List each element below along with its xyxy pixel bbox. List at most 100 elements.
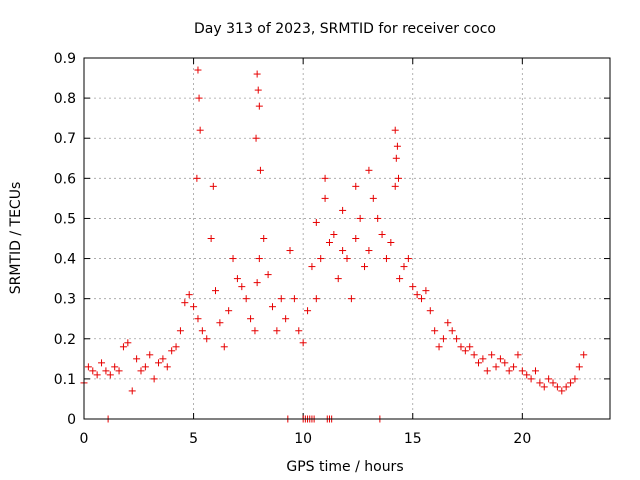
data-point xyxy=(115,367,123,375)
data-point xyxy=(209,182,217,190)
data-point xyxy=(89,367,97,375)
data-point xyxy=(382,255,390,263)
data-point xyxy=(253,70,261,78)
data-point xyxy=(391,182,399,190)
data-point xyxy=(172,343,180,351)
data-point xyxy=(146,351,154,359)
data-point xyxy=(304,307,312,315)
data-point xyxy=(106,371,114,379)
y-tick-label: 0 xyxy=(67,412,76,428)
y-tick-label: 0.6 xyxy=(54,171,76,187)
data-point xyxy=(195,94,203,102)
data-point xyxy=(435,343,443,351)
data-point xyxy=(422,287,430,295)
data-point xyxy=(299,339,307,347)
data-point xyxy=(216,319,224,327)
data-point xyxy=(518,367,526,375)
data-point xyxy=(194,66,202,74)
data-point xyxy=(356,214,364,222)
data-point xyxy=(203,335,211,343)
data-point xyxy=(470,351,478,359)
data-point xyxy=(247,315,255,323)
data-point xyxy=(571,375,579,383)
data-points xyxy=(80,66,588,423)
data-point xyxy=(238,283,246,291)
data-point xyxy=(378,230,386,238)
data-point xyxy=(444,319,452,327)
data-point xyxy=(254,86,262,94)
data-point xyxy=(256,166,264,174)
plot-frame xyxy=(83,57,611,420)
data-point xyxy=(466,343,474,351)
data-point xyxy=(93,371,101,379)
x-tick-label: 0 xyxy=(80,431,89,447)
data-point xyxy=(98,359,106,367)
data-point xyxy=(483,367,491,375)
data-point xyxy=(395,174,403,182)
data-point xyxy=(159,355,167,363)
data-point xyxy=(523,371,531,379)
data-point xyxy=(501,359,509,367)
data-point xyxy=(479,355,487,363)
data-point xyxy=(514,351,522,359)
data-point xyxy=(461,347,469,355)
x-tick-label: 20 xyxy=(513,431,531,447)
data-point xyxy=(207,235,215,242)
data-point xyxy=(404,255,412,263)
data-point xyxy=(286,247,294,255)
data-point xyxy=(321,194,329,202)
data-point xyxy=(277,295,285,303)
data-point xyxy=(317,255,325,263)
data-point xyxy=(312,218,320,226)
x-tick-label: 5 xyxy=(189,431,198,447)
data-point xyxy=(84,363,92,371)
data-point xyxy=(150,375,158,383)
data-point xyxy=(196,126,204,134)
data-point xyxy=(339,206,347,214)
data-point xyxy=(431,327,439,335)
data-point xyxy=(339,247,347,255)
data-point xyxy=(448,327,456,335)
data-point xyxy=(198,327,206,335)
data-point xyxy=(580,351,588,359)
data-point xyxy=(365,166,373,174)
data-point xyxy=(531,367,539,375)
data-point xyxy=(409,283,417,291)
data-point xyxy=(453,335,461,343)
data-point xyxy=(128,387,136,395)
data-point xyxy=(558,387,566,395)
data-point xyxy=(260,235,268,242)
x-tick-label: 10 xyxy=(294,431,312,447)
data-point xyxy=(273,327,281,335)
data-point xyxy=(392,154,400,162)
data-point xyxy=(492,363,500,371)
data-point xyxy=(163,363,171,371)
y-tick-label: 0.8 xyxy=(54,91,76,107)
data-point xyxy=(111,363,119,371)
data-point xyxy=(343,255,351,263)
data-point xyxy=(545,375,553,383)
data-point xyxy=(255,255,263,263)
data-point xyxy=(176,327,184,335)
data-point xyxy=(225,307,233,315)
data-point xyxy=(426,307,434,315)
data-point xyxy=(387,239,395,247)
data-point xyxy=(212,287,219,295)
data-point xyxy=(295,327,303,335)
data-point xyxy=(352,182,360,190)
grid-lines xyxy=(84,57,610,419)
data-point xyxy=(194,315,202,323)
data-point xyxy=(251,327,259,335)
x-axis-label: GPS time / hours xyxy=(286,459,403,475)
data-point xyxy=(488,351,496,359)
axis-ticks: 0 0.1 0.2 0.3 0.4 0.5 0.6 0.7 0.8 0.9 0 5 10 15 20 xyxy=(54,51,610,447)
data-point xyxy=(393,142,401,150)
data-point xyxy=(510,363,518,371)
data-point xyxy=(242,295,250,303)
data-point xyxy=(365,247,373,255)
data-point xyxy=(413,291,421,299)
x-tick-label: 15 xyxy=(404,431,422,447)
y-tick-label: 0.5 xyxy=(54,211,76,227)
data-point xyxy=(290,295,298,303)
